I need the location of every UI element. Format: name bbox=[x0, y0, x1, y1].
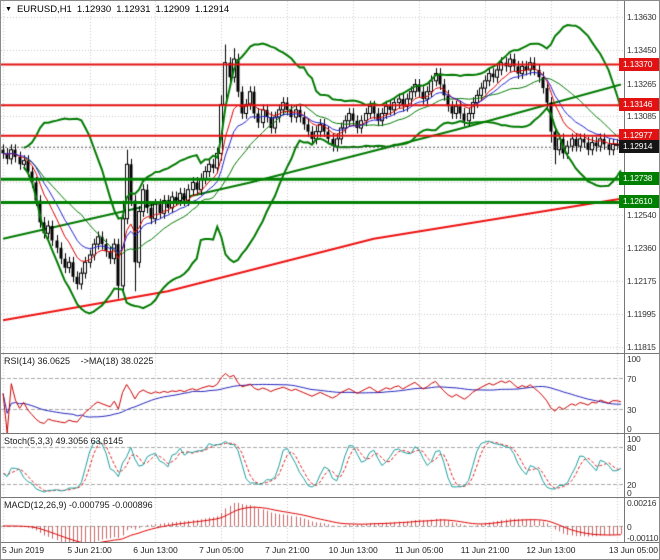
price-axis-tick: 1.11995 bbox=[627, 309, 656, 319]
time-axis-label: 7 Jun 21:00 bbox=[265, 545, 310, 555]
time-axis-label: 5 Jun 21:00 bbox=[67, 545, 112, 555]
price-flag-support: 1.12610 bbox=[619, 195, 659, 208]
time-axis-label: 12 Jun 13:00 bbox=[526, 545, 576, 555]
price-axis[interactable]: 1.13630 1.13450 1.13265 1.13085 1.12540 1.123… bbox=[619, 1, 659, 353]
stochastic-panel[interactable]: 100 80 20 0 Stoch(5,3,3) 49.3056 63.6145 bbox=[1, 433, 659, 498]
stoch-axis-tick: 0 bbox=[627, 488, 632, 498]
price-axis-tick: 1.13450 bbox=[627, 45, 657, 55]
price-axis-tick: 1.12360 bbox=[627, 243, 657, 253]
price-axis-tick: 1.11815 bbox=[627, 342, 656, 352]
time-axis-label: 11 Jun 21:00 bbox=[460, 545, 510, 555]
price-axis-tick: 1.12175 bbox=[627, 276, 657, 286]
price-flag-resistance: 1.12977 bbox=[619, 129, 659, 142]
stoch-axis-tick: 100 bbox=[627, 434, 641, 444]
time-axis-label: 7 Jun 05:00 bbox=[199, 545, 244, 555]
time-axis-label: 11 Jun 05:00 bbox=[394, 545, 444, 555]
macd-axis-tick: 0.00216 bbox=[627, 498, 657, 508]
macd-canvas[interactable] bbox=[1, 498, 623, 542]
price-flag-support: 1.12738 bbox=[619, 172, 659, 185]
price-flag-resistance: 1.13370 bbox=[619, 58, 659, 71]
price-axis-tick: 1.13265 bbox=[627, 79, 657, 89]
price-chart-canvas[interactable] bbox=[1, 1, 623, 353]
time-axis-label: 13 Jun 05:00 bbox=[608, 545, 658, 555]
chart-menu-icon[interactable]: ▼ bbox=[5, 6, 12, 13]
macd-axis-tick: 0 bbox=[627, 522, 632, 532]
time-axis-label: 6 Jun 13:00 bbox=[133, 545, 178, 555]
rsi-panel[interactable]: 100 70 30 0 RSI(14) 36.0625 ->MA(18) 38.022… bbox=[1, 353, 659, 434]
rsi-canvas[interactable] bbox=[1, 354, 623, 433]
stochastic-canvas[interactable] bbox=[1, 434, 623, 497]
rsi-axis-tick: 70 bbox=[627, 374, 637, 384]
stochastic-axis[interactable]: 100 80 20 0 bbox=[624, 434, 659, 498]
stoch-axis-tick: 80 bbox=[627, 443, 637, 453]
price-axis-tick: 1.12540 bbox=[627, 210, 657, 220]
stoch-axis-tick: 20 bbox=[627, 480, 637, 490]
price-axis-tick: 1.13630 bbox=[627, 12, 657, 22]
macd-panel[interactable]: 0.00216 0 -0.00110 MACD(12,26,9) -0.000795… bbox=[1, 497, 659, 543]
time-axis-label: 5 Jun 2019 bbox=[2, 545, 45, 555]
macd-axis-tick: -0.00110 bbox=[627, 533, 659, 543]
rsi-axis-tick: 30 bbox=[627, 405, 637, 415]
time-axis[interactable]: 5 Jun 2019 5 Jun 21:00 6 Jun 13:00 7 Jun 05… bbox=[1, 542, 659, 559]
time-axis-label: 10 Jun 13:00 bbox=[328, 545, 378, 555]
rsi-axis-tick: 0 bbox=[627, 424, 632, 434]
main-chart-panel[interactable]: 1.13630 1.13450 1.13265 1.13085 1.12540 1.123… bbox=[1, 1, 659, 353]
price-axis-tick: 1.13085 bbox=[627, 111, 657, 121]
price-flag-resistance: 1.13146 bbox=[619, 98, 659, 111]
macd-axis[interactable]: 0.00216 0 -0.00110 bbox=[624, 498, 659, 543]
rsi-axis-tick: 100 bbox=[627, 354, 641, 364]
price-flag-bid: 1.12914 bbox=[619, 140, 659, 153]
rsi-axis[interactable]: 100 70 30 0 bbox=[624, 354, 659, 434]
